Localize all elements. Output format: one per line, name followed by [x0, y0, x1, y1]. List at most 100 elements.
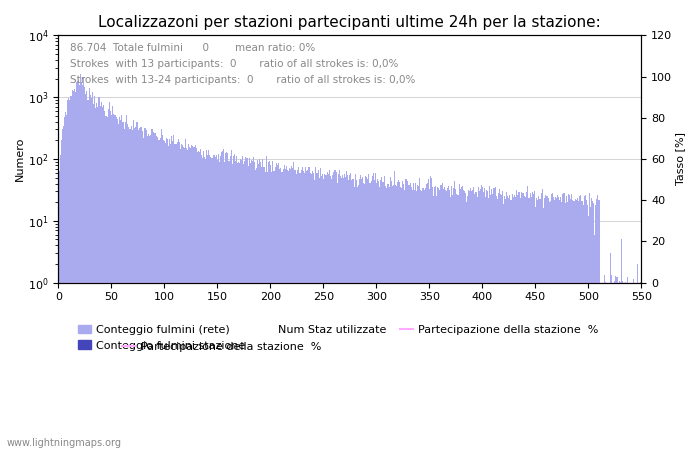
Bar — [215, 157, 216, 450]
Bar — [617, 283, 619, 450]
Bar — [276, 163, 277, 450]
Bar — [271, 172, 272, 450]
Bar — [93, 104, 94, 450]
Bar — [146, 130, 147, 450]
Bar — [523, 194, 524, 450]
Bar — [456, 194, 457, 450]
Bar — [110, 111, 111, 450]
Bar — [286, 166, 287, 450]
Bar — [111, 115, 112, 450]
Bar — [132, 130, 133, 450]
Bar — [481, 185, 482, 450]
Bar — [73, 91, 74, 450]
Bar — [76, 81, 77, 450]
Bar — [372, 172, 374, 450]
Bar — [259, 158, 260, 450]
Bar — [345, 176, 346, 450]
Bar — [537, 200, 538, 450]
Bar — [226, 152, 228, 450]
Bar — [599, 283, 601, 450]
Bar — [377, 179, 378, 450]
Bar — [417, 185, 418, 450]
Bar — [118, 124, 119, 450]
Bar — [566, 202, 568, 450]
Bar — [329, 171, 330, 450]
Bar — [108, 103, 110, 450]
Bar — [426, 184, 427, 450]
Bar — [484, 188, 485, 450]
Bar — [627, 277, 628, 450]
Bar — [435, 186, 436, 450]
Bar — [344, 174, 345, 450]
Bar — [483, 192, 484, 450]
Bar — [500, 194, 501, 450]
Bar — [466, 202, 467, 450]
Bar — [310, 173, 311, 450]
Bar — [431, 178, 432, 450]
Title: Localizzazoni per stazioni partecipanti ultime 24h per la stazione:: Localizzazoni per stazioni partecipanti … — [99, 15, 601, 30]
Bar — [468, 190, 469, 450]
Bar — [295, 170, 296, 450]
Bar — [640, 283, 642, 450]
Bar — [211, 158, 213, 450]
Bar — [328, 174, 329, 450]
Bar — [382, 182, 383, 450]
Bar — [570, 199, 571, 450]
Bar — [147, 136, 148, 450]
Bar — [575, 199, 576, 450]
Bar — [333, 172, 335, 450]
Bar — [154, 133, 155, 450]
Bar — [591, 198, 592, 450]
Bar — [374, 173, 376, 450]
Bar — [418, 185, 419, 450]
Bar — [322, 174, 323, 450]
Bar — [586, 200, 587, 450]
Bar — [494, 187, 496, 450]
Bar — [155, 133, 156, 450]
Bar — [510, 199, 512, 450]
Bar — [593, 203, 594, 450]
Bar — [491, 189, 492, 450]
Bar — [240, 159, 241, 450]
Bar — [605, 282, 606, 450]
Bar — [400, 187, 401, 450]
Bar — [342, 175, 343, 450]
Bar — [487, 191, 488, 450]
Bar — [250, 163, 251, 450]
Bar — [573, 201, 574, 450]
Bar — [311, 174, 312, 450]
Bar — [640, 282, 641, 450]
Bar — [180, 149, 181, 450]
Bar — [609, 283, 610, 450]
Bar — [75, 92, 76, 450]
Bar — [201, 155, 202, 450]
Bar — [519, 193, 520, 450]
Bar — [492, 194, 493, 450]
Bar — [325, 175, 326, 450]
Bar — [458, 184, 460, 450]
Bar — [330, 176, 331, 450]
Bar — [624, 283, 625, 450]
Bar — [561, 202, 562, 450]
Bar — [292, 168, 293, 450]
Y-axis label: Numero: Numero — [15, 137, 25, 181]
Bar — [460, 189, 461, 450]
Bar — [393, 185, 394, 450]
Bar — [590, 207, 591, 450]
Bar — [541, 194, 542, 450]
Bar — [485, 197, 486, 450]
Bar — [540, 198, 541, 450]
Bar — [209, 155, 211, 450]
Bar — [221, 153, 222, 450]
Bar — [557, 195, 558, 450]
Bar — [454, 181, 455, 450]
Bar — [547, 198, 549, 450]
Bar — [340, 176, 341, 450]
Bar — [543, 207, 545, 450]
Bar — [457, 195, 458, 450]
Bar — [533, 194, 534, 450]
Bar — [571, 194, 572, 450]
Bar — [199, 149, 201, 450]
Bar — [488, 198, 489, 450]
Bar — [135, 127, 136, 450]
